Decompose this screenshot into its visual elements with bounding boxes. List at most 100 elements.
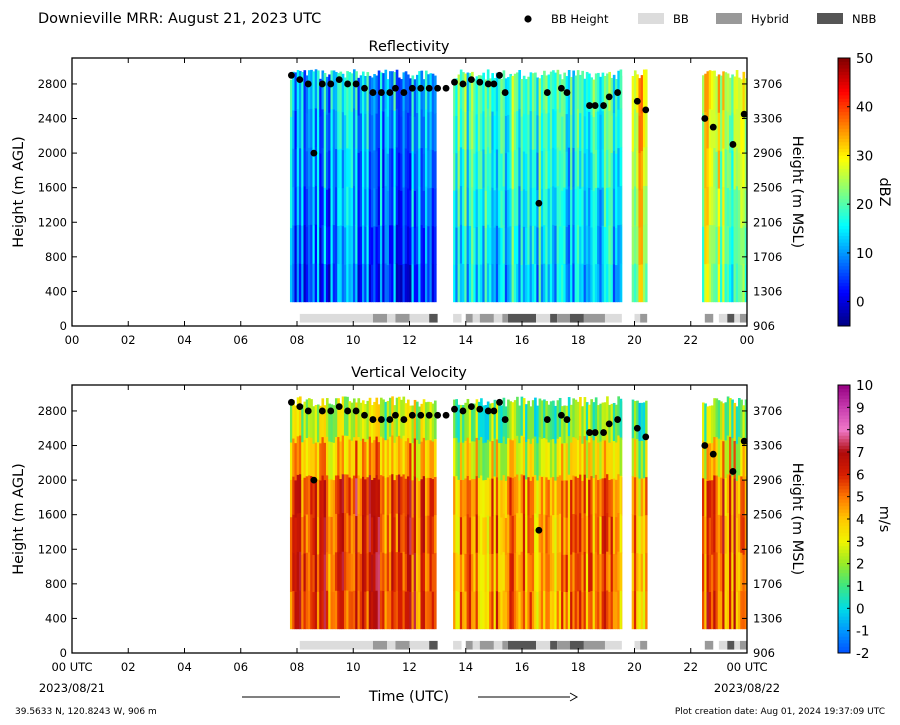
heatmap-cell <box>636 438 639 478</box>
colorbar-step <box>838 94 850 99</box>
heatmap-cell <box>480 75 483 114</box>
colorbar-step <box>838 265 850 270</box>
heatmap-cell <box>375 188 379 227</box>
heatmap-cell <box>619 437 623 476</box>
heatmap-cell <box>513 111 517 151</box>
heatmap-cell <box>366 186 370 226</box>
colorbar-step <box>838 431 850 436</box>
bb-height-point <box>543 89 551 96</box>
heatmap-cell <box>610 264 614 303</box>
heatmap-cell <box>513 225 517 265</box>
bb-class-block <box>465 313 473 323</box>
heatmap-cell <box>536 442 539 481</box>
heatmap-cell <box>422 437 426 477</box>
heatmap-cell <box>717 226 721 265</box>
heatmap-cell <box>603 440 607 479</box>
heatmap-cell <box>402 551 406 591</box>
heatmap-cell <box>328 263 331 303</box>
heatmap-cell <box>359 75 363 114</box>
heatmap-cell <box>346 71 349 110</box>
heatmap-cell <box>534 513 537 553</box>
bb-height-point <box>392 84 399 92</box>
colorbar-step <box>838 108 850 113</box>
heatmap-cell <box>592 515 596 554</box>
heatmap-cell <box>312 480 316 518</box>
heatmap-cell <box>592 402 596 441</box>
heatmap-cell <box>724 477 728 516</box>
heatmap-cell <box>366 110 370 150</box>
heatmap-cell <box>561 591 564 630</box>
heatmap-cell <box>606 396 609 436</box>
heatmap-cell <box>565 405 569 444</box>
heatmap-cell <box>453 190 456 228</box>
colorbar-step <box>838 188 850 193</box>
heatmap-cell <box>740 190 743 229</box>
colorbar-step <box>838 468 850 473</box>
heatmap-cell <box>388 436 392 476</box>
heatmap-cell <box>579 551 582 591</box>
heatmap-cell <box>296 397 300 437</box>
bb-height-point <box>586 429 593 436</box>
heatmap-cell <box>552 476 555 516</box>
heatmap-cell <box>617 473 620 513</box>
x-tick-label: 08 <box>290 333 305 347</box>
bb-height-point <box>484 80 492 88</box>
heatmap-cell <box>706 224 710 264</box>
heatmap-cell <box>547 112 551 151</box>
heatmap-cell <box>468 442 472 481</box>
heatmap-cell <box>328 112 331 151</box>
heatmap-cell <box>341 73 345 113</box>
heatmap-cell <box>711 479 714 518</box>
heatmap-cell <box>486 477 490 516</box>
heatmap-cell <box>711 263 714 303</box>
heatmap-cell <box>599 189 602 228</box>
heatmap-cell <box>744 437 748 477</box>
velocity-title: Vertical Velocity <box>351 365 467 381</box>
heatmap-cell <box>610 516 614 555</box>
colorbar-step <box>838 482 850 486</box>
heatmap-cell <box>554 187 557 226</box>
heatmap-cell <box>525 516 528 555</box>
x-tick-label: 06 <box>233 333 248 347</box>
heatmap-cell <box>538 398 542 438</box>
heatmap-cell <box>556 224 560 264</box>
colorbar-step <box>838 512 850 517</box>
heatmap-cell <box>531 149 535 188</box>
heatmap-field <box>289 69 748 303</box>
colorbar-step <box>838 218 850 223</box>
bb-height-point <box>377 89 385 96</box>
heatmap-cell <box>366 514 370 554</box>
heatmap-cell <box>339 403 343 442</box>
heatmap-cell <box>370 114 374 153</box>
heatmap-cell <box>455 590 458 630</box>
heatmap-cell <box>379 225 383 264</box>
heatmap-cell <box>617 435 620 475</box>
heatmap-cell <box>370 479 374 518</box>
heatmap-cell <box>457 442 461 480</box>
heatmap-cell <box>310 475 313 515</box>
heatmap-cell <box>489 190 492 228</box>
heatmap-cell <box>563 591 566 630</box>
heatmap-cell <box>640 515 644 554</box>
heatmap-cell <box>298 109 302 149</box>
legend-hybrid-label: Hybrid <box>751 12 789 26</box>
heatmap-cell <box>415 112 419 151</box>
heatmap-cell <box>531 187 535 226</box>
heatmap-cell <box>540 476 544 515</box>
heatmap-cell <box>543 475 546 515</box>
heatmap-cell <box>411 591 415 630</box>
y-tick-label-right: 2906 <box>753 473 782 487</box>
heatmap-cell <box>350 440 354 479</box>
colorbar-step <box>838 168 850 173</box>
heatmap-cell <box>583 115 587 154</box>
heatmap-cell <box>298 70 302 110</box>
heatmap-cell <box>352 146 356 186</box>
heatmap-cell <box>348 514 352 554</box>
heatmap-cell <box>720 113 723 152</box>
heatmap-cell <box>328 441 331 480</box>
heatmap-cell <box>638 227 642 265</box>
heatmap-cell <box>406 437 410 477</box>
heatmap-cell <box>733 440 737 479</box>
heatmap-cell <box>301 591 304 630</box>
heatmap-cell <box>475 399 479 438</box>
